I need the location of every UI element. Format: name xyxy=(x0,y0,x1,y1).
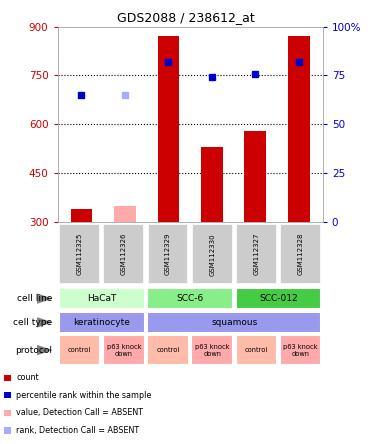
Text: SCC-6: SCC-6 xyxy=(177,294,204,303)
Bar xyxy=(114,206,136,222)
Bar xyxy=(158,36,179,222)
Text: cell line: cell line xyxy=(17,294,52,303)
Text: squamous: squamous xyxy=(211,318,257,327)
Bar xyxy=(148,224,188,285)
Text: p63 knock
down: p63 knock down xyxy=(195,344,230,357)
Bar xyxy=(236,288,321,309)
Text: count: count xyxy=(16,373,39,382)
Bar xyxy=(288,36,310,222)
Bar xyxy=(70,209,92,222)
Bar xyxy=(280,335,321,365)
Text: rank, Detection Call = ABSENT: rank, Detection Call = ABSENT xyxy=(16,426,139,435)
Text: percentile rank within the sample: percentile rank within the sample xyxy=(16,391,152,400)
Text: control: control xyxy=(245,347,268,353)
Bar xyxy=(59,224,100,285)
Text: HaCaT: HaCaT xyxy=(87,294,116,303)
Text: GSM112328: GSM112328 xyxy=(298,233,304,275)
Text: GDS2088 / 238612_at: GDS2088 / 238612_at xyxy=(116,11,255,24)
Text: GSM112327: GSM112327 xyxy=(253,233,259,275)
Bar xyxy=(280,224,321,285)
Bar xyxy=(147,335,189,365)
Bar xyxy=(201,147,223,222)
Bar xyxy=(59,335,101,365)
Bar xyxy=(147,288,233,309)
Bar xyxy=(104,224,144,285)
Text: cell type: cell type xyxy=(13,318,52,327)
Text: protocol: protocol xyxy=(15,345,52,355)
Text: control: control xyxy=(157,347,180,353)
Polygon shape xyxy=(37,293,53,304)
Text: GSM112325: GSM112325 xyxy=(76,233,83,275)
Text: keratinocyte: keratinocyte xyxy=(73,318,130,327)
Bar xyxy=(244,131,266,222)
Polygon shape xyxy=(37,317,53,328)
Bar xyxy=(191,335,233,365)
Text: GSM112330: GSM112330 xyxy=(209,233,215,276)
Polygon shape xyxy=(37,345,53,355)
Text: GSM112326: GSM112326 xyxy=(121,233,127,275)
Bar xyxy=(192,224,233,285)
Bar xyxy=(103,335,145,365)
Text: GSM112329: GSM112329 xyxy=(165,233,171,275)
Text: control: control xyxy=(68,347,91,353)
Bar xyxy=(147,312,321,333)
Bar xyxy=(236,224,277,285)
Text: value, Detection Call = ABSENT: value, Detection Call = ABSENT xyxy=(16,408,143,417)
Text: p63 knock
down: p63 knock down xyxy=(106,344,141,357)
Bar xyxy=(59,312,145,333)
Bar xyxy=(236,335,277,365)
Text: SCC-012: SCC-012 xyxy=(259,294,298,303)
Text: p63 knock
down: p63 knock down xyxy=(283,344,318,357)
Bar xyxy=(59,288,145,309)
